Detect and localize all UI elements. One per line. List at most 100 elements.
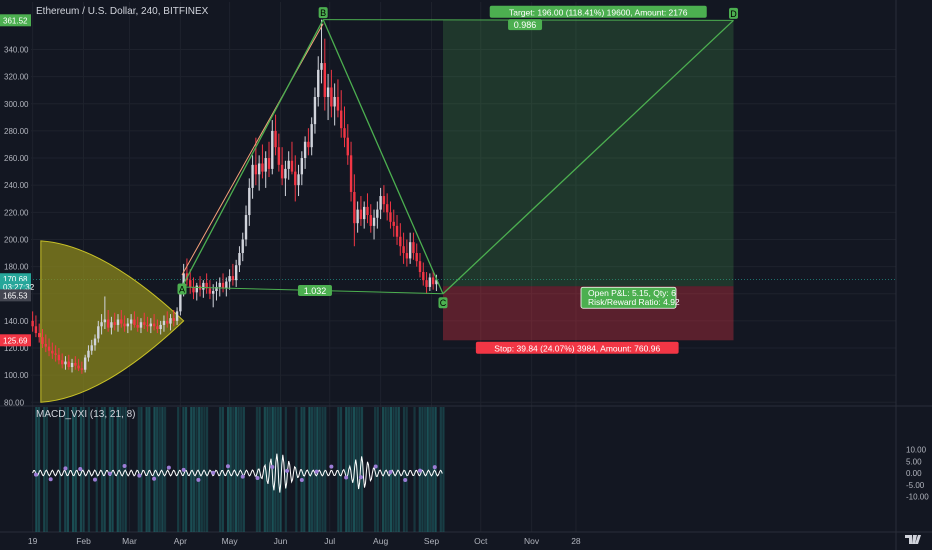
macd-column [358,407,361,532]
candle-body [346,137,349,156]
candle-body [218,282,221,287]
abcd-pattern[interactable]: A B C D 1.032 0.986 [177,7,739,309]
pattern-point-label: C [440,298,447,308]
candle-body [31,320,34,327]
macd-column [318,407,322,532]
macd-column [58,407,62,532]
macd-column [45,407,48,532]
macd-column [111,407,114,532]
candle-body [418,261,422,273]
macd-signal-dot [137,473,142,478]
time-tick-label: May [222,536,239,546]
macd-column [140,407,143,532]
candle-body [205,282,208,289]
pattern-point-label: A [179,284,185,294]
candle-body [379,196,382,210]
macd-signal-dot [403,478,408,483]
macd-column [413,407,416,532]
macd-column [350,407,353,532]
indicator-label[interactable]: MACD_VXI (13, 21, 8) [36,409,136,420]
macd-column [229,407,232,532]
candle-body [152,323,156,327]
candle-body [90,345,93,351]
candle-body [93,338,97,346]
candle-body [225,281,228,289]
candle-body [359,209,363,220]
ratio-label-bg [297,285,332,297]
candle-body [202,282,205,290]
macd-tick-label: -10.00 [906,493,929,502]
candle-body [343,128,346,138]
macd-column [74,407,77,532]
trend-line-ab-upper [181,23,324,276]
macd-column [203,407,206,532]
macd-column [421,407,424,532]
macd-column [434,407,437,532]
macd-column [442,407,445,532]
macd-tick-label: 0.00 [906,469,922,478]
candle-body [215,286,218,292]
macd-signal-dot [240,474,245,479]
candle-body [267,158,271,169]
macd-column [316,407,319,532]
candle-body [143,322,146,325]
candle-body [261,163,264,172]
target-label-bg [489,5,707,18]
time-tick-label: 28 [571,536,581,546]
macd-signal-dot [418,468,423,473]
candle-body [326,87,330,97]
macd-column [387,407,390,532]
time-tick-label: Jul [324,536,335,546]
macd-column [376,407,379,532]
macd-column [124,407,127,532]
macd-column [374,407,377,532]
candle-body [67,361,70,368]
candle-body [264,158,267,172]
candle-body [110,322,113,328]
candle-body [399,236,402,247]
macd-column [423,407,427,532]
profit-zone[interactable] [442,20,734,287]
candle-body [392,221,395,226]
price-tick-label: 140.00 [4,317,29,326]
macd-column [397,407,400,532]
stop-label-bg [475,341,679,354]
candle-body [57,354,61,361]
candle-body [389,212,392,222]
candle-body [317,69,320,97]
macd-signal-dot [285,468,290,473]
candle-body [369,215,372,226]
candle-body [149,323,153,327]
price-axis[interactable]: 80.00100.00120.00140.00160.00180.00200.0… [0,14,35,407]
position-labels: Target: 196.00 (118.41%) 19600, Amount: … [475,5,707,354]
candle-body [182,273,185,292]
macd-column [108,407,112,532]
time-tick-label: Aug [373,536,388,546]
candle-body [330,87,333,107]
candle-body [300,158,304,175]
macd-tick-label: 5.00 [906,457,922,466]
macd-signal-dot [211,470,216,475]
macd-column [192,407,196,532]
candle-body [422,272,425,281]
macd-column [66,407,69,532]
candle-body [385,204,389,213]
candle-body [366,206,369,216]
price-tick-label: 320.00 [4,73,29,82]
macd-column [148,407,151,532]
candle-body [395,225,399,237]
candle-body [80,368,84,370]
macd-column [184,407,188,532]
leg-ab [181,19,324,288]
candle-body [254,164,258,175]
candle-body [41,337,44,344]
macd-column [308,407,311,532]
time-tick-label: Feb [76,536,91,546]
macd-signal-dot [33,472,38,477]
candle-body [362,206,366,220]
macd-column [389,407,393,532]
time-axis[interactable]: 19 Feb Mar Apr May Jun Jul Aug Sep Oct Nov 28 [28,536,581,546]
time-tick-label: Jun [274,536,288,546]
